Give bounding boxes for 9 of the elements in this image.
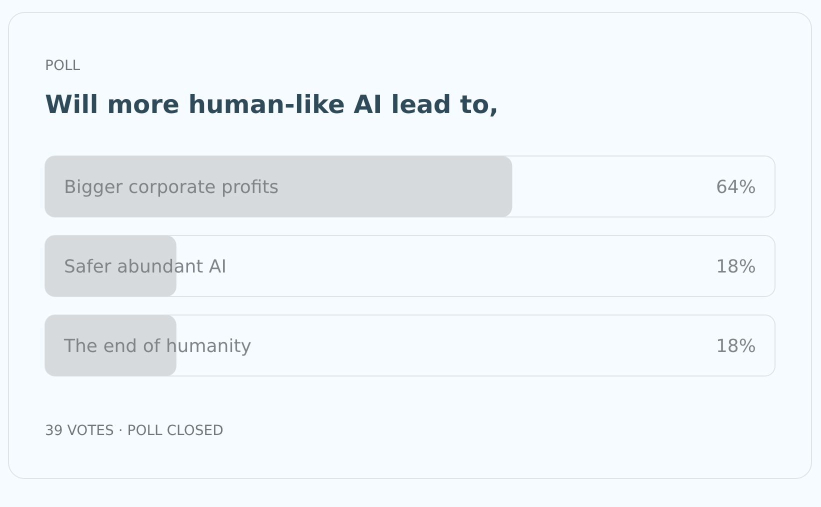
y-tick-label: Safer abundant AI xyxy=(64,256,227,278)
chart-subtitle: POLL xyxy=(45,58,80,74)
chart-title: Will more human-like AI lead to, xyxy=(45,90,499,119)
data-label: 64% xyxy=(716,176,756,198)
data-label: 18% xyxy=(716,256,756,278)
y-tick-label: The end of humanity xyxy=(63,336,252,357)
text: 39 VOTES · POLL CLOSED xyxy=(45,423,224,439)
data-label: 18% xyxy=(716,336,756,357)
y-tick-label: Bigger corporate profits xyxy=(64,176,279,198)
